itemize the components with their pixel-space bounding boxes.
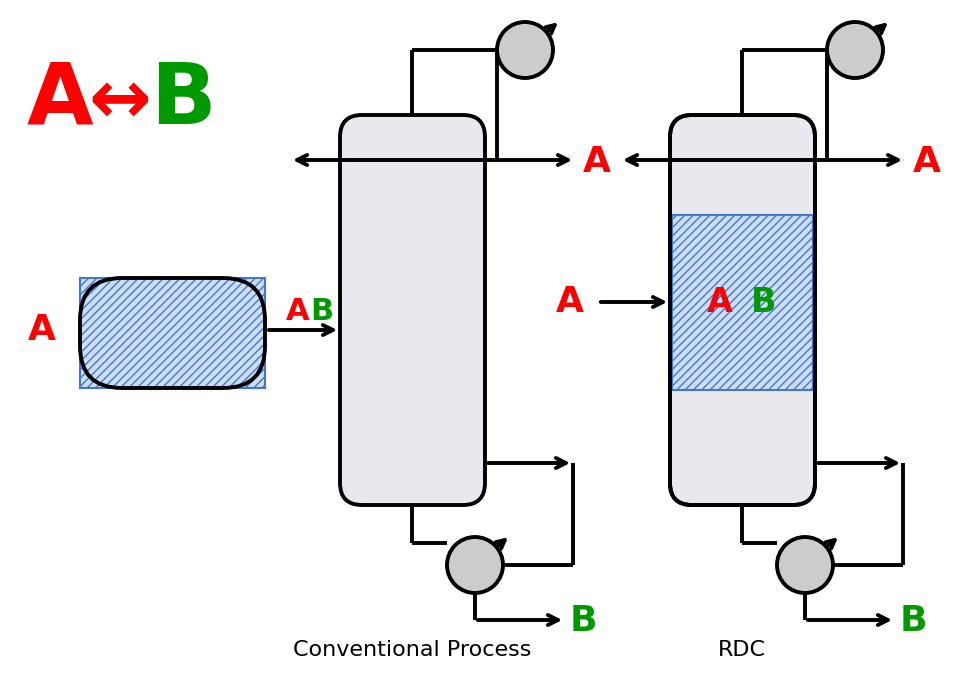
Circle shape [827,22,883,78]
Text: Conventional Process: Conventional Process [293,640,531,660]
Text: B: B [310,297,333,326]
Text: A: A [556,285,584,319]
Text: A: A [27,59,94,142]
Text: B: B [150,59,215,142]
Text: B: B [570,604,598,638]
Circle shape [497,22,553,78]
Text: B: B [900,604,927,638]
FancyBboxPatch shape [340,115,485,505]
Bar [80,278,265,388]
Text: B: B [752,286,777,319]
Text: A: A [286,297,310,326]
Text: A: A [913,145,941,179]
Bar [80,278,265,388]
FancyBboxPatch shape [670,115,815,505]
Text: A: A [583,145,611,179]
Text: A: A [28,313,56,347]
Text: RDC: RDC [718,640,766,660]
Circle shape [777,537,833,593]
Circle shape [447,537,503,593]
Text: ↔: ↔ [89,65,152,138]
Text: A: A [707,286,733,319]
Bar [672,215,813,390]
Bar [672,215,813,390]
